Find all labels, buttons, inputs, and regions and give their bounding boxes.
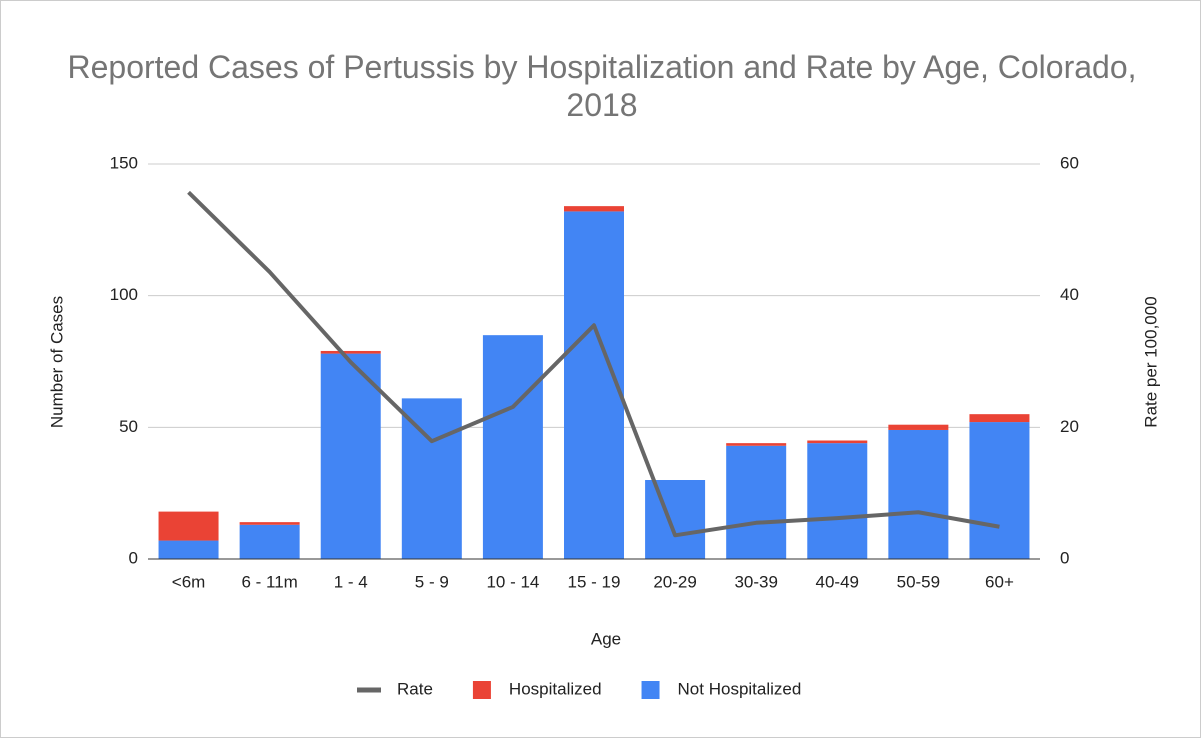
x-tick-label: 20-29 <box>653 572 696 591</box>
bar-segment <box>645 480 706 559</box>
x-axis-label: Age <box>591 629 621 648</box>
bar-segment <box>969 414 1030 423</box>
legend-label: Not Hospitalized <box>678 679 802 698</box>
x-tick-label: 30-39 <box>734 572 777 591</box>
y-tick-label: 100 <box>110 285 138 304</box>
x-tick-label: 50-59 <box>897 572 940 591</box>
bar-segment <box>807 443 868 559</box>
bar-segment <box>320 350 381 354</box>
x-tick-label: 60+ <box>985 572 1014 591</box>
legend-swatch <box>641 681 660 699</box>
x-tick-label: 5 - 9 <box>415 572 449 591</box>
y-tick-label: 150 <box>110 153 138 172</box>
bar-segment <box>564 206 624 212</box>
bar-segment <box>482 335 543 559</box>
x-tick-label: 40-49 <box>816 572 859 591</box>
bar-segment <box>888 424 949 430</box>
rate-line <box>187 190 1000 538</box>
bar-segment <box>239 524 300 559</box>
y2-axis-label: Rate per 100,000 <box>1141 296 1160 427</box>
chart-title: Reported Cases of Pertussis by Hospitali… <box>67 49 1136 123</box>
bar-segment <box>726 443 787 446</box>
x-tick-label: 1 - 4 <box>334 572 368 591</box>
y-tick-label: 50 <box>119 417 138 436</box>
bar-segment <box>158 511 219 541</box>
y2-tick-label: 0 <box>1060 548 1069 567</box>
y-axis-label: Number of Cases <box>47 296 66 428</box>
bar-segment <box>564 211 624 559</box>
y-tick-label: 0 <box>129 548 138 567</box>
bar-segment <box>320 353 381 559</box>
bar-segment <box>239 522 300 525</box>
legend-label: Hospitalized <box>509 679 602 698</box>
y2-tick-label: 60 <box>1060 153 1079 172</box>
legend-swatch <box>472 681 491 699</box>
x-tick-label: 6 - 11m <box>241 572 297 591</box>
y2-tick-label: 20 <box>1060 417 1079 436</box>
bar-segment <box>158 540 219 559</box>
title-line: 2018 <box>566 87 637 123</box>
x-tick-label: 15 - 19 <box>568 572 621 591</box>
bar-segment <box>807 440 868 444</box>
legend-label: Rate <box>397 679 433 698</box>
x-tick-label: <6m <box>172 572 206 591</box>
y2-tick-label: 40 <box>1060 285 1079 304</box>
x-tick-label: 10 - 14 <box>486 572 539 591</box>
bar-segment <box>888 429 949 559</box>
bar-segment <box>969 422 1030 559</box>
bar-segment <box>401 398 462 559</box>
bar-segment <box>726 445 787 559</box>
title-line: Reported Cases of Pertussis by Hospitali… <box>67 49 1136 85</box>
